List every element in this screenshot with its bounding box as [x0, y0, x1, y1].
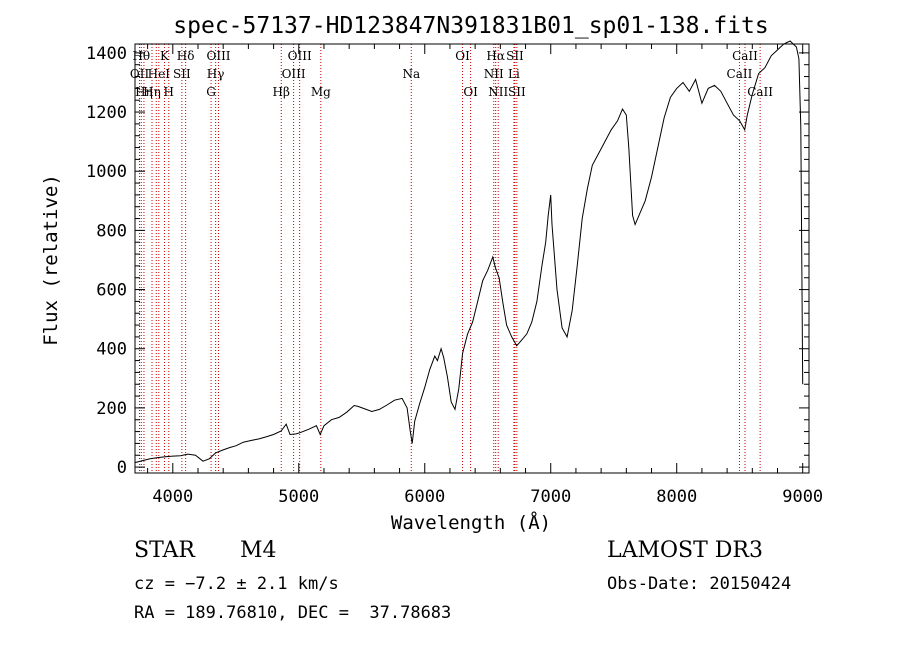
observation-date: Obs-Date: 20150424 — [607, 574, 792, 594]
line-label: CaII — [747, 85, 773, 99]
y-tick-label: 200 — [96, 399, 127, 419]
line-label: OIII — [288, 49, 312, 63]
x-tick-label: 4000 — [152, 487, 193, 507]
y-axis-label: Flux (relative) — [40, 174, 62, 346]
y-tick-label: 0 — [117, 458, 127, 478]
y-tick-label: 1200 — [86, 103, 127, 123]
y-axis-ticks: 0 200 400 600 800 1000 1200 1400 — [86, 44, 809, 478]
line-label: OIII — [206, 49, 230, 63]
redshift-value: cz = −7.2 ± 2.1 km/s — [134, 574, 339, 594]
line-label: G — [206, 85, 216, 99]
line-label: Hα — [486, 49, 505, 63]
chart-title: spec-57137-HD123847N391831B01_sp01-138.f… — [173, 13, 768, 39]
line-label: NII — [484, 67, 504, 81]
x-axis-label: Wavelength (Å) — [391, 511, 551, 534]
x-tick-label: 5000 — [278, 487, 319, 507]
y-tick-label: 1400 — [86, 44, 127, 64]
emission-line-markers — [139, 44, 761, 473]
line-label: SII — [508, 85, 526, 99]
line-label: Hγ — [207, 67, 225, 81]
object-class: STAR — [134, 538, 195, 563]
survey-label: LAMOST DR3 — [607, 538, 763, 563]
x-tick-label: 7000 — [530, 487, 571, 507]
line-label: OI — [455, 49, 470, 63]
line-label: H — [164, 85, 174, 99]
line-label: Mg — [311, 85, 331, 99]
line-label: OIII — [282, 67, 306, 81]
x-tick-label: 9000 — [782, 487, 823, 507]
line-label: K — [160, 49, 170, 63]
line-label: Hη — [143, 85, 161, 99]
x-tick-label: 8000 — [656, 487, 697, 507]
line-label: OII — [130, 67, 150, 81]
spectrum-line — [134, 40, 804, 464]
x-axis-ticks: 4000 5000 6000 7000 8000 9000 — [147, 44, 823, 507]
line-label: SII — [173, 67, 191, 81]
line-label: Li — [508, 67, 520, 81]
line-label: CaII — [727, 67, 753, 81]
line-label: Na — [402, 67, 420, 81]
plot-frame — [134, 43, 810, 474]
y-tick-label: 600 — [96, 281, 127, 301]
line-label: OI — [463, 85, 478, 99]
y-tick-label: 800 — [96, 221, 127, 241]
line-label: HeI — [148, 67, 171, 81]
coordinates: RA = 189.76810, DEC = 37.78683 — [134, 603, 452, 623]
y-tick-label: 400 — [96, 340, 127, 360]
object-subclass: M4 — [240, 538, 277, 563]
line-label: CaII — [732, 49, 758, 63]
emission-line-labels: OIIHθHηHηHeIKHSIIHδGHγOIIIHβOIIIOIIIMgNa… — [130, 49, 773, 99]
line-label: SII — [506, 49, 524, 63]
line-label: NII — [488, 85, 508, 99]
line-label: Hβ — [273, 85, 290, 99]
y-tick-label: 1000 — [86, 162, 127, 182]
line-label: Hδ — [177, 49, 195, 63]
x-tick-label: 6000 — [404, 487, 445, 507]
